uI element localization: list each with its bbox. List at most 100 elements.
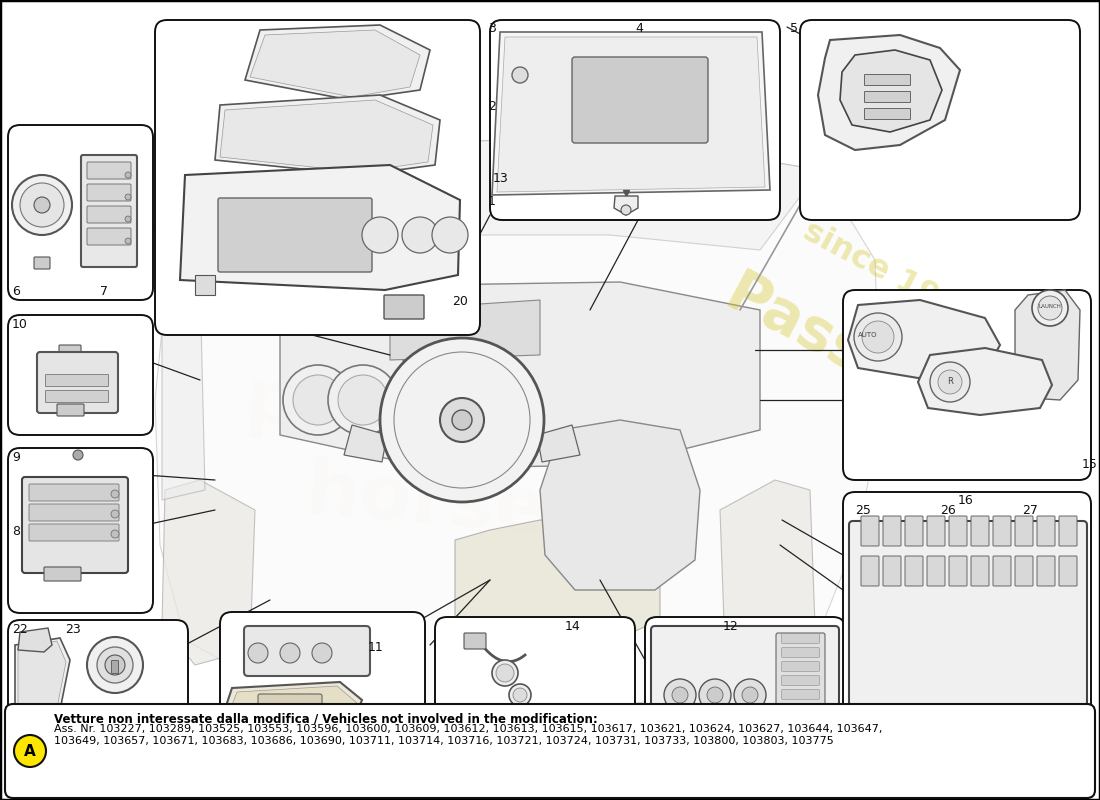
Circle shape [664,679,696,711]
Text: 23: 23 [65,623,80,636]
Circle shape [492,660,518,686]
Text: 7: 7 [100,285,108,298]
Text: since 1985: since 1985 [798,216,982,334]
Circle shape [734,679,766,711]
FancyBboxPatch shape [861,556,879,586]
FancyBboxPatch shape [8,448,153,613]
Circle shape [87,637,143,693]
FancyBboxPatch shape [1059,556,1077,586]
Text: 1: 1 [488,195,496,208]
FancyBboxPatch shape [651,626,839,729]
FancyBboxPatch shape [403,303,456,362]
FancyBboxPatch shape [45,390,109,402]
FancyBboxPatch shape [1015,556,1033,586]
Circle shape [125,216,131,222]
Text: 14: 14 [565,620,581,633]
Polygon shape [537,425,580,462]
Circle shape [20,183,64,227]
Text: 6: 6 [12,285,20,298]
Circle shape [527,709,537,719]
Circle shape [522,705,541,723]
Text: 18: 18 [12,727,28,740]
Polygon shape [720,480,815,665]
Text: 20: 20 [452,295,468,308]
Text: 8: 8 [12,525,20,538]
FancyBboxPatch shape [490,20,780,220]
FancyBboxPatch shape [464,633,486,649]
Polygon shape [245,25,430,100]
FancyBboxPatch shape [384,295,424,319]
Text: 5: 5 [790,22,798,35]
FancyBboxPatch shape [6,704,1094,798]
Text: 19: 19 [130,727,145,740]
Text: AUTO: AUTO [858,332,878,338]
FancyBboxPatch shape [34,257,50,269]
Circle shape [111,530,119,538]
FancyBboxPatch shape [865,109,911,119]
FancyBboxPatch shape [971,516,989,546]
FancyBboxPatch shape [800,20,1080,220]
Polygon shape [918,348,1052,415]
FancyBboxPatch shape [29,484,119,501]
Text: 9: 9 [12,451,20,464]
FancyBboxPatch shape [434,617,635,740]
Text: prancing
horse: prancing horse [234,364,626,556]
Circle shape [672,687,688,703]
Polygon shape [840,50,942,132]
Polygon shape [848,300,1000,378]
Polygon shape [162,480,255,665]
Text: 12: 12 [723,620,739,633]
Polygon shape [497,37,764,192]
Circle shape [512,67,528,83]
Circle shape [14,735,46,767]
Circle shape [12,175,72,235]
Polygon shape [344,425,387,462]
Text: Vetture non interessate dalla modifica / Vehicles not involved in the modificati: Vetture non interessate dalla modifica /… [54,712,597,725]
Polygon shape [250,30,420,97]
Polygon shape [226,686,358,732]
FancyBboxPatch shape [44,567,81,581]
FancyBboxPatch shape [927,556,945,586]
Text: 24: 24 [565,705,581,718]
Text: 15: 15 [1082,458,1098,471]
FancyBboxPatch shape [155,20,480,335]
FancyBboxPatch shape [993,556,1011,586]
FancyBboxPatch shape [218,198,372,272]
Polygon shape [492,32,770,195]
FancyBboxPatch shape [1037,516,1055,546]
FancyBboxPatch shape [29,504,119,521]
FancyBboxPatch shape [883,516,901,546]
Polygon shape [220,100,433,172]
Circle shape [293,375,343,425]
Text: 10: 10 [12,318,28,331]
Circle shape [73,450,82,460]
FancyBboxPatch shape [849,521,1087,729]
FancyBboxPatch shape [8,125,153,300]
Circle shape [34,197,50,213]
Polygon shape [222,682,362,735]
Text: 25: 25 [855,504,871,517]
Text: 22: 22 [12,623,28,636]
FancyBboxPatch shape [22,477,128,573]
FancyBboxPatch shape [29,524,119,541]
Polygon shape [18,628,52,652]
Circle shape [432,217,468,253]
FancyBboxPatch shape [59,345,81,359]
Text: 11: 11 [368,641,384,654]
Polygon shape [280,282,760,468]
FancyBboxPatch shape [883,556,901,586]
Text: 21: 21 [355,715,371,728]
Circle shape [97,647,133,683]
Circle shape [742,687,758,703]
FancyBboxPatch shape [645,617,845,740]
FancyBboxPatch shape [1015,516,1033,546]
Circle shape [621,205,631,215]
Polygon shape [180,165,460,290]
Polygon shape [195,275,214,295]
Circle shape [496,664,514,682]
Text: 16: 16 [958,494,974,507]
FancyBboxPatch shape [843,290,1091,480]
Circle shape [328,365,398,435]
Polygon shape [540,420,700,590]
FancyBboxPatch shape [87,206,131,223]
